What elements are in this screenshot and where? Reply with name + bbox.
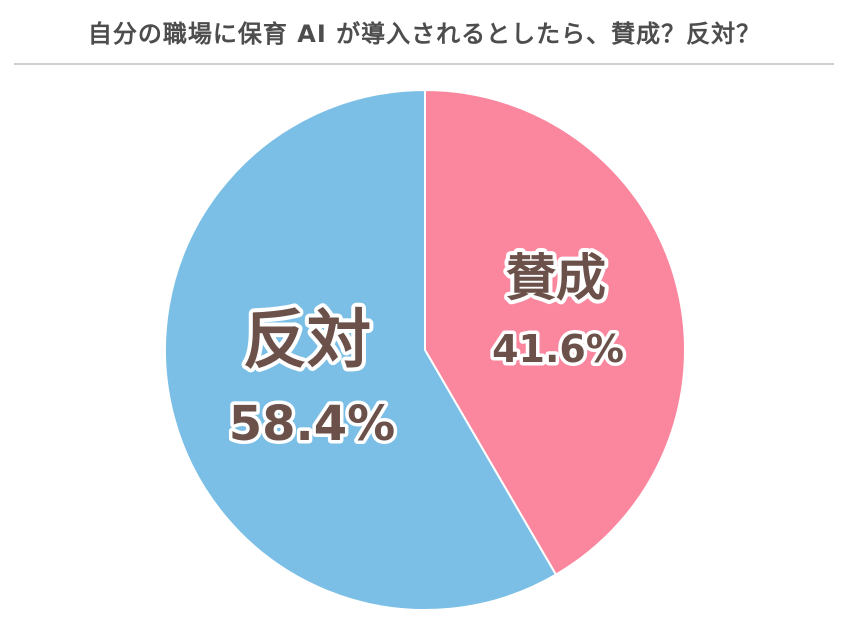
- slice-label-agree: 賛成: [506, 249, 606, 307]
- chart-title: 自分の職場に保育 AI が導入されるとしたら、賛成？反対？: [87, 20, 762, 48]
- slice-label-disagree: 反対: [243, 304, 371, 378]
- title-divider: [14, 63, 834, 65]
- slice-value-disagree: 58.4%: [229, 396, 396, 452]
- pie-slice-agree: [424, 88, 686, 576]
- slice-value-agree: 41.6%: [492, 327, 624, 371]
- pie-slice-disagree: [164, 88, 558, 611]
